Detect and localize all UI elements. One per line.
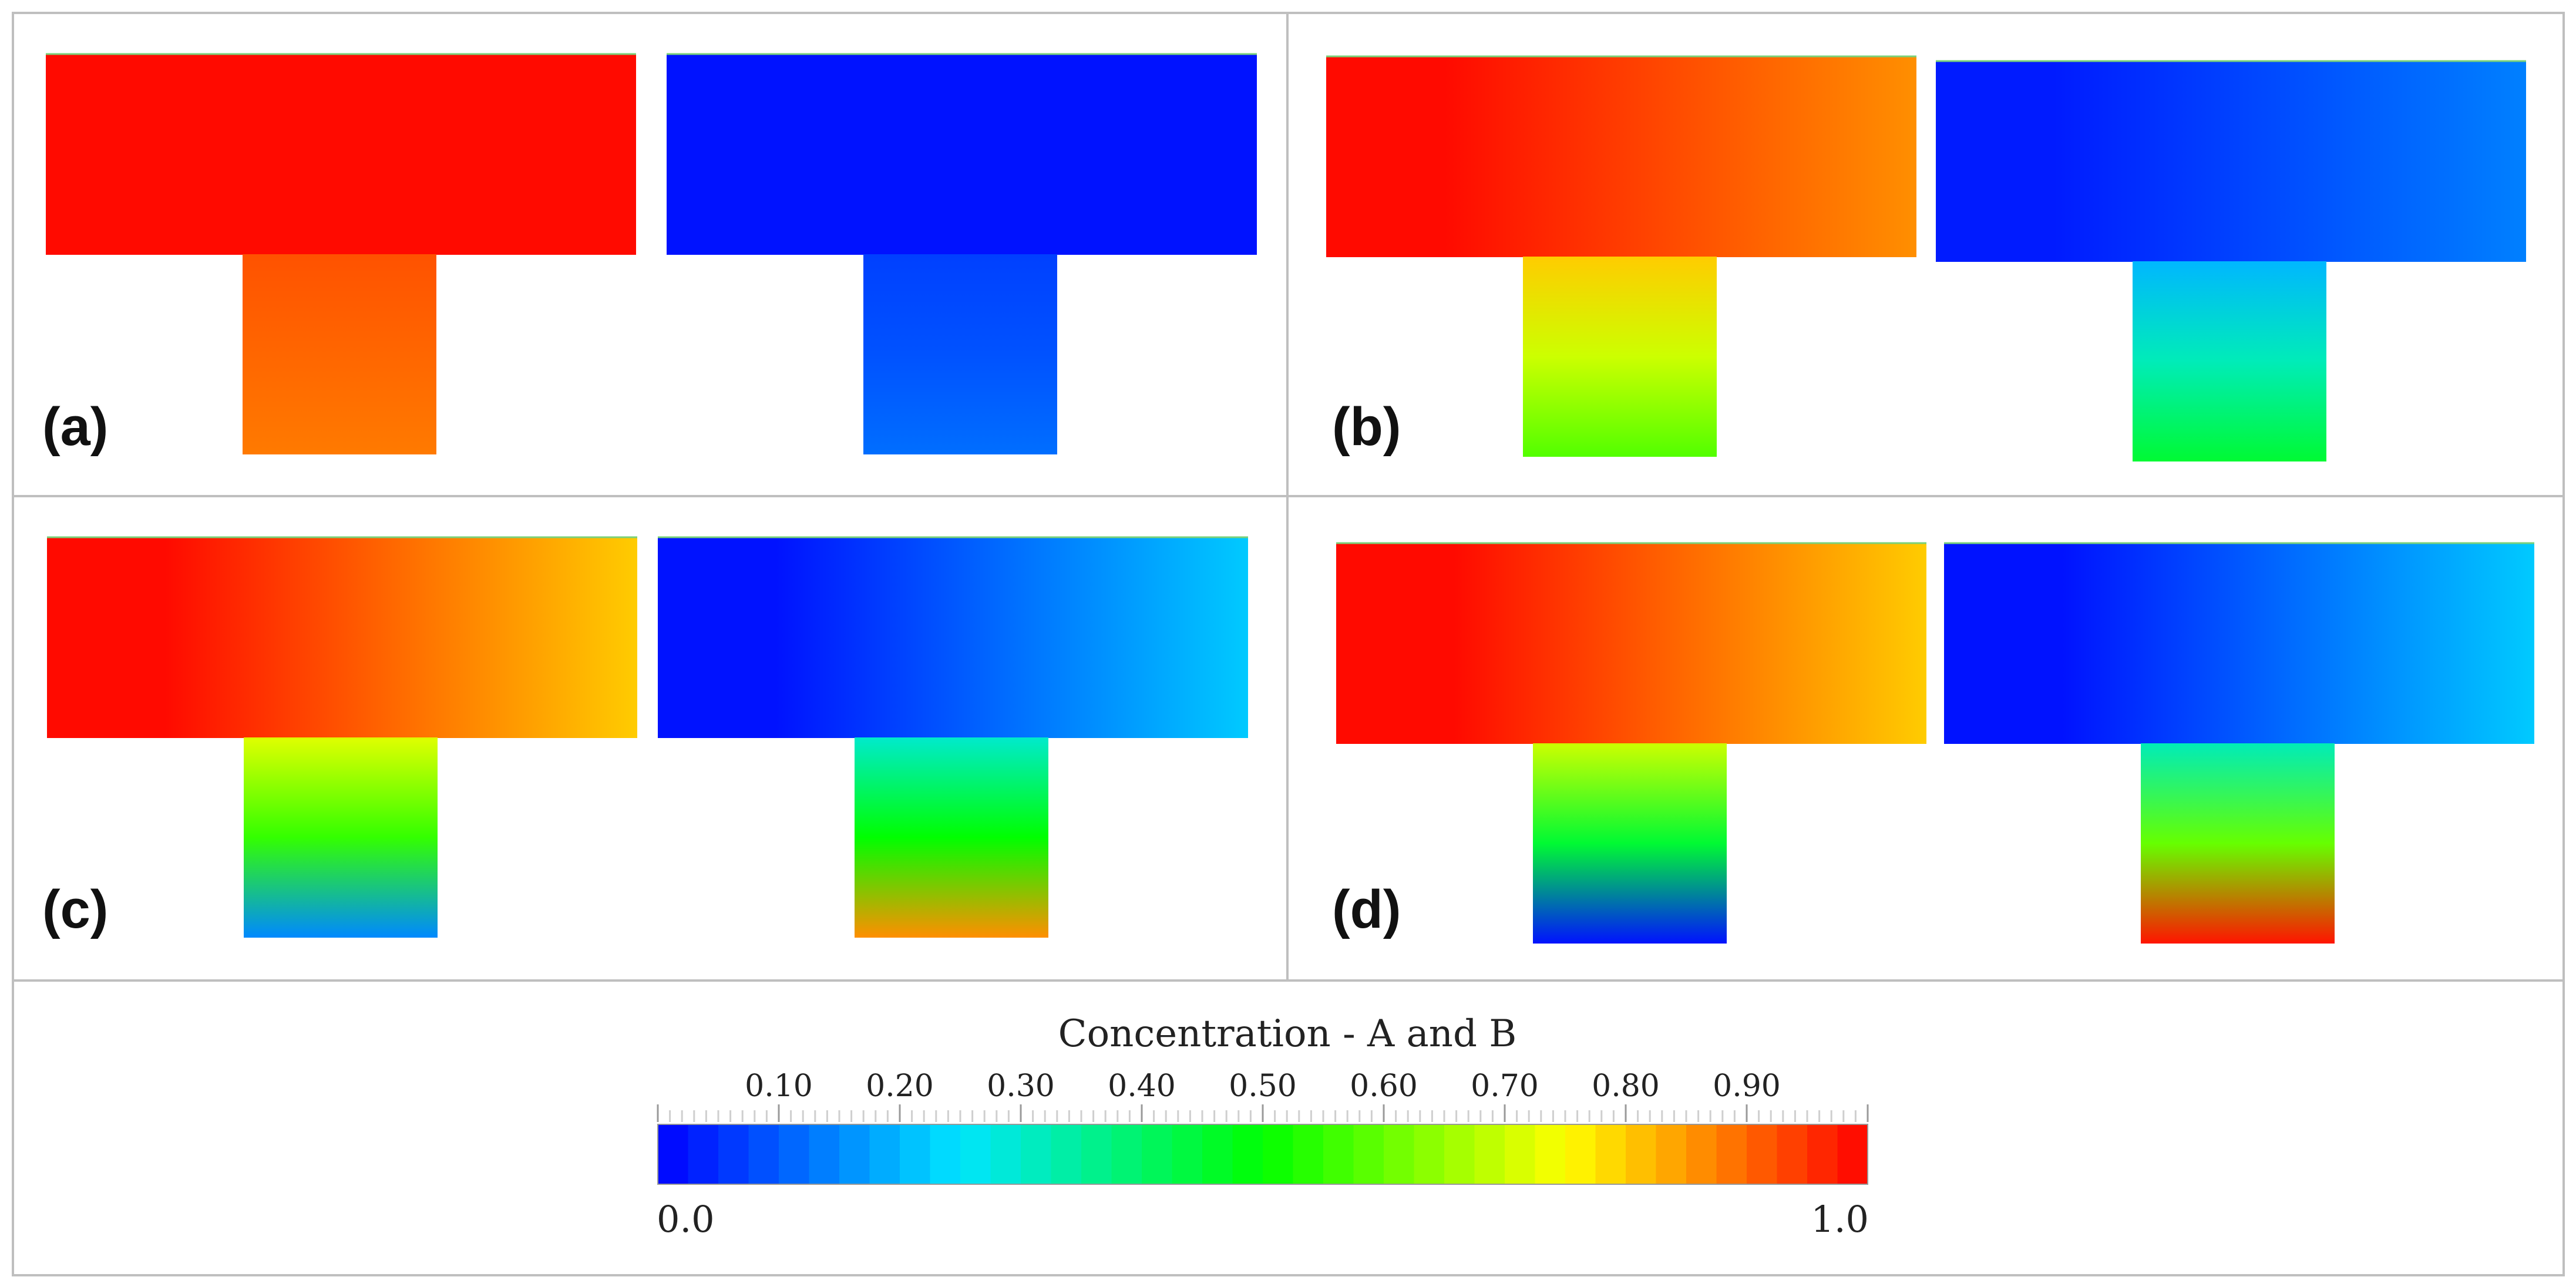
stem-channel: [1533, 743, 1727, 944]
colorbar-tick-label: 0.30: [987, 1069, 1055, 1104]
colorbar-band: [1081, 1124, 1112, 1184]
colorbar-min-label: 0.0: [657, 1198, 715, 1241]
colorbar-band: [1444, 1124, 1475, 1184]
top-channel: [46, 54, 636, 255]
colorbar-band: [1172, 1124, 1203, 1184]
colorbar-band: [1384, 1124, 1415, 1184]
panel-b-species-a-field: [1326, 55, 1916, 457]
colorbar-band: [809, 1124, 840, 1184]
colorbar-band: [930, 1124, 961, 1184]
colorbar-tick-label: 0.80: [1592, 1069, 1660, 1104]
colorbar-tick-label: 0.50: [1229, 1069, 1297, 1104]
panel-d-species-b-field: [1944, 542, 2534, 944]
colorbar-band: [748, 1124, 779, 1184]
colorbar-band: [1414, 1124, 1445, 1184]
colorbar-band: [1051, 1124, 1082, 1184]
colorbar-band: [1293, 1124, 1324, 1184]
stem-channel: [855, 737, 1048, 938]
panel-c: (c): [42, 536, 1248, 939]
colorbar-tick-label: 0.60: [1350, 1069, 1418, 1104]
colorbar-band: [1505, 1124, 1536, 1184]
top-channel: [1336, 543, 1926, 744]
colorbar-tick-labels: 0.10 0.20 0.30 0.40 0.50 0.60 0.70 0.80 0.90: [745, 1069, 1781, 1104]
colorbar-band: [1263, 1124, 1294, 1184]
stem-channel: [243, 254, 436, 454]
colorbar-tick-label: 0.10: [745, 1069, 813, 1104]
colorbar-band: [1474, 1124, 1505, 1184]
top-channel: [47, 537, 637, 738]
colorbar-band: [688, 1124, 719, 1184]
stem-channel: [863, 254, 1057, 454]
colorbar-band: [960, 1124, 991, 1184]
colorbar-band: [990, 1124, 1021, 1184]
panel-c-label: (c): [42, 880, 108, 939]
colorbar-band: [1142, 1124, 1173, 1184]
colorbar-band: [1837, 1124, 1868, 1184]
panel-a: (a): [42, 53, 1257, 457]
colorbar-band: [1777, 1124, 1808, 1184]
panel-a-species-b-field: [667, 53, 1257, 454]
colorbar-border: [657, 1124, 1868, 1185]
stem-channel: [244, 737, 438, 938]
colorbar-tick-label: 0.40: [1108, 1069, 1176, 1104]
colorbar-band: [1716, 1124, 1747, 1184]
colorbar-band: [1353, 1124, 1384, 1184]
colorbar-max-label: 1.0: [1811, 1198, 1869, 1241]
colorbar-band: [1807, 1124, 1838, 1184]
stem-channel: [2133, 261, 2326, 461]
colorbar-tick-label: 0.70: [1471, 1069, 1539, 1104]
colorbar-tick-label: 0.20: [866, 1069, 934, 1104]
colorbar-band: [1111, 1124, 1142, 1184]
top-channel: [1944, 543, 2534, 744]
colorbar-band: [1595, 1124, 1626, 1184]
colorbar: Concentration - A and B 0.10 0.20 0.30 0.40…: [657, 1012, 1869, 1241]
colorbar-band: [779, 1124, 810, 1184]
panel-b: (b): [1326, 55, 2526, 461]
colorbar-band: [1323, 1124, 1354, 1184]
colorbar-bands: [658, 1124, 1868, 1184]
top-channel: [658, 537, 1248, 738]
colorbar-band: [839, 1124, 870, 1184]
panel-b-label: (b): [1332, 397, 1401, 457]
top-channel: [1936, 61, 2526, 262]
top-channel: [1326, 56, 1916, 257]
panel-c-species-a-field: [47, 536, 637, 938]
colorbar-band: [1626, 1124, 1657, 1184]
colorbar-band: [658, 1124, 689, 1184]
colorbar-band: [869, 1124, 900, 1184]
top-channel: [667, 54, 1257, 255]
panel-d: (d): [1332, 542, 2534, 944]
stem-channel: [1523, 257, 1717, 457]
colorbar-tick-label: 0.90: [1713, 1069, 1781, 1104]
colorbar-band: [1656, 1124, 1687, 1184]
colorbar-band: [718, 1124, 749, 1184]
colorbar-minor-ticks: [657, 1104, 1869, 1122]
panel-a-species-a-field: [46, 53, 636, 454]
panel-d-species-a-field: [1336, 542, 1926, 944]
colorbar-band: [1232, 1124, 1263, 1184]
colorbar-title: Concentration - A and B: [1058, 1012, 1517, 1056]
colorbar-band: [900, 1124, 931, 1184]
colorbar-band: [1686, 1124, 1717, 1184]
colorbar-band: [1565, 1124, 1596, 1184]
panel-c-species-b-field: [658, 536, 1248, 938]
colorbar-band: [1202, 1124, 1233, 1184]
panel-a-label: (a): [42, 397, 108, 457]
panel-b-species-b-field: [1936, 60, 2526, 461]
colorbar-band: [1747, 1124, 1778, 1184]
stem-channel: [2141, 743, 2335, 944]
colorbar-band: [1021, 1124, 1052, 1184]
colorbar-band: [1535, 1124, 1566, 1184]
panel-d-label: (d): [1332, 880, 1401, 939]
